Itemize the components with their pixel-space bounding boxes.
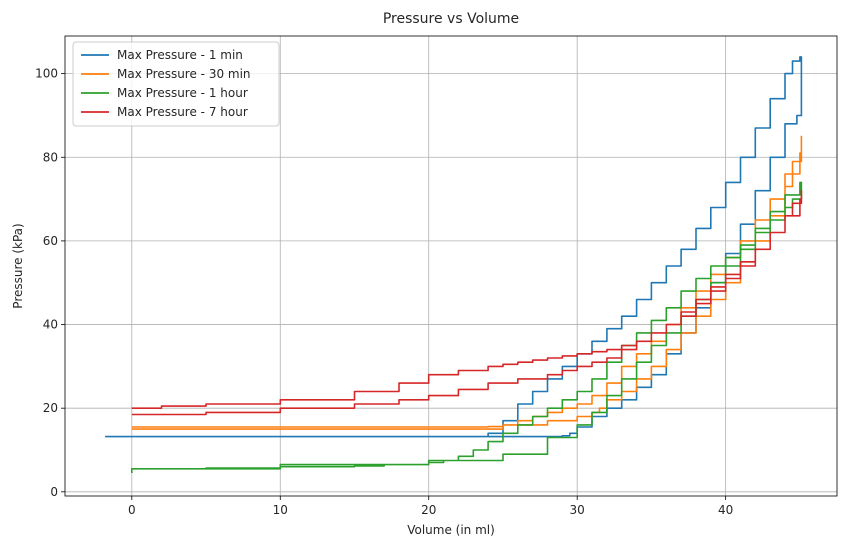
x-tick-label: 0 (128, 503, 136, 517)
x-axis-ticks: 0 10 20 30 40 (128, 496, 733, 517)
legend-box (72, 41, 280, 127)
y-axis-ticks: 0 20 40 60 80 100 (35, 67, 65, 499)
y-axis-title: Pressure (kPa) (11, 223, 25, 308)
x-axis-title: Volume (in ml) (407, 523, 495, 537)
y-tick-label: 20 (43, 401, 58, 415)
legend-label-1: Max Pressure - 1 min (117, 48, 243, 62)
y-tick-label: 100 (35, 67, 58, 81)
x-tick-label: 10 (273, 503, 288, 517)
y-tick-label: 60 (43, 234, 58, 248)
series-line-2 (131, 135, 803, 430)
x-tick-label: 30 (570, 503, 585, 517)
legend: Max Pressure - 1 min Max Pressure - 30 mi… (72, 41, 280, 127)
series-lines (105, 56, 803, 473)
chart-title: Pressure vs Volume (383, 11, 519, 27)
x-tick-label: 20 (421, 503, 436, 517)
y-tick-label: 80 (43, 150, 58, 164)
plot-frame (64, 35, 838, 497)
series-line-3 (131, 181, 803, 473)
y-tick-label: 0 (50, 485, 58, 499)
legend-label-4: Max Pressure - 7 hour (117, 105, 248, 119)
legend-label-2: Max Pressure - 30 min (117, 67, 251, 81)
series-line-4 (131, 189, 803, 416)
x-tick-label: 40 (718, 503, 733, 517)
y-tick-label: 40 (43, 318, 58, 332)
legend-label-3: Max Pressure - 1 hour (117, 86, 248, 100)
